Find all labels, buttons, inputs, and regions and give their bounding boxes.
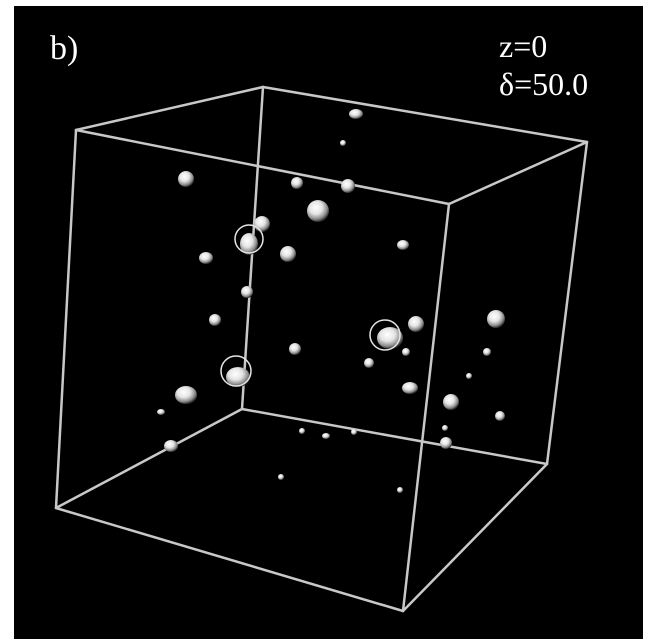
redshift-label: z=0	[499, 28, 548, 64]
highlight-ring	[220, 355, 252, 387]
box-edge	[447, 140, 589, 206]
halo	[341, 179, 355, 193]
box-edge	[54, 128, 78, 510]
box-edge	[74, 128, 451, 206]
box-edge	[54, 407, 244, 510]
box-edge	[545, 140, 589, 466]
halo	[466, 373, 472, 379]
halo	[442, 425, 448, 431]
halo	[397, 487, 403, 493]
halo	[280, 246, 296, 262]
box-edge	[240, 407, 549, 466]
simulation-panel: b) z=0 δ=50.0	[14, 6, 643, 639]
halo	[495, 411, 505, 421]
halo	[178, 171, 194, 187]
halo	[351, 429, 357, 435]
box-edge	[401, 202, 451, 613]
halo	[402, 348, 410, 356]
halo	[209, 314, 221, 326]
halo	[226, 367, 250, 387]
halo	[483, 348, 491, 356]
halo	[397, 240, 409, 250]
halo	[299, 428, 305, 434]
halo	[175, 386, 197, 404]
halo	[241, 286, 253, 298]
highlight-ring	[234, 224, 264, 254]
box-edges	[54, 85, 589, 613]
box-edge	[261, 85, 589, 144]
halo	[443, 394, 459, 410]
halo	[157, 409, 165, 415]
halo	[322, 433, 330, 439]
box-edge	[401, 462, 549, 613]
halo	[364, 358, 374, 368]
highlight-ring	[369, 319, 401, 351]
halo	[254, 216, 270, 232]
highlight-ring-group	[220, 224, 401, 387]
halo	[307, 200, 329, 222]
halo-group	[157, 109, 505, 493]
halo	[408, 316, 424, 332]
halo	[440, 437, 452, 449]
halo	[340, 140, 346, 146]
halo	[291, 177, 303, 189]
halo	[164, 440, 178, 452]
box-edge	[74, 85, 265, 132]
halo	[240, 233, 258, 255]
halo	[487, 310, 505, 328]
halo	[349, 109, 363, 119]
halo	[402, 382, 418, 394]
halo	[278, 474, 284, 480]
halo	[199, 252, 213, 264]
simulation-box-render	[54, 85, 589, 613]
halo	[289, 343, 301, 355]
box-edge	[54, 506, 405, 613]
overdensity-label: δ=50.0	[499, 66, 589, 102]
panel-label: b)	[50, 30, 79, 67]
